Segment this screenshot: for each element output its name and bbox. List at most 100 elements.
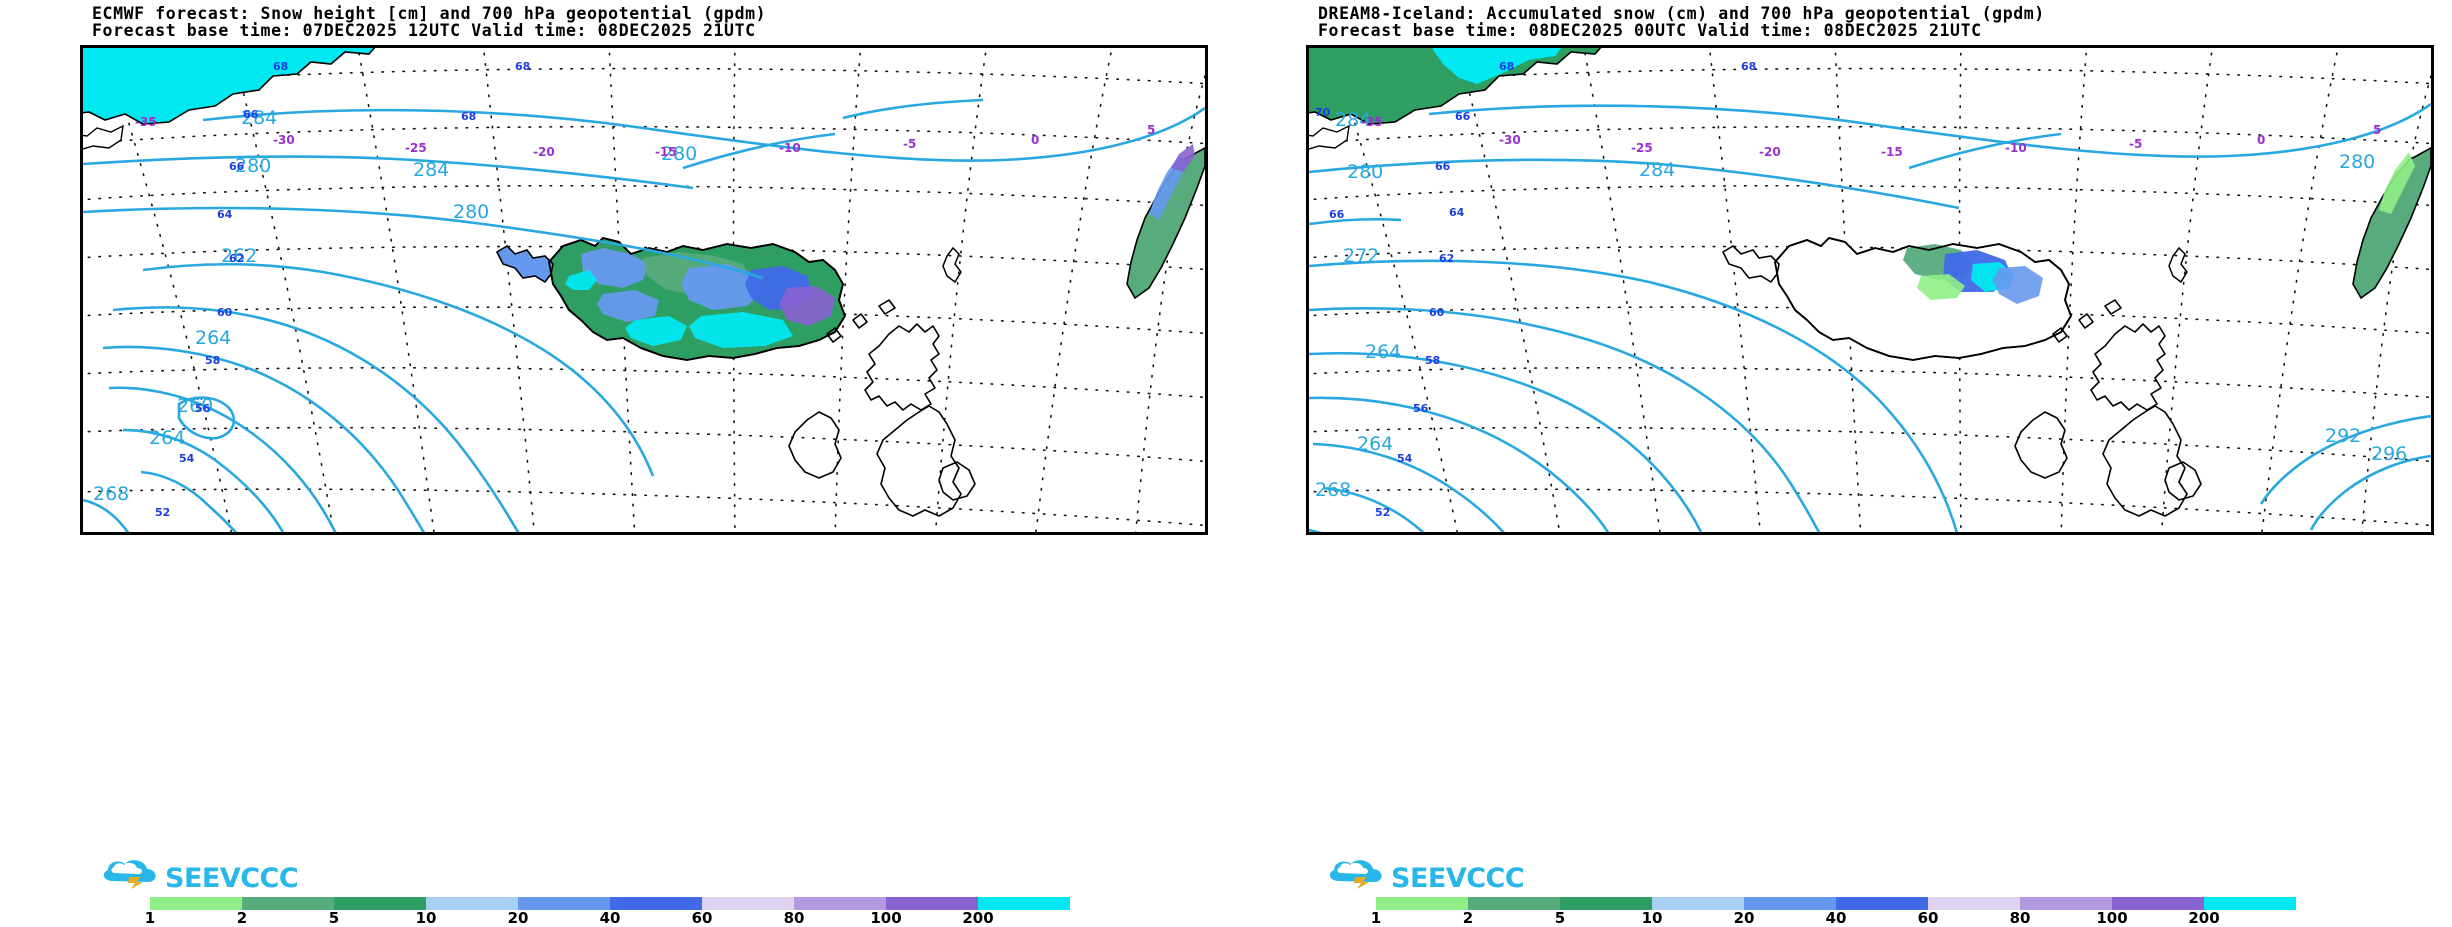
colorbar-segment — [794, 897, 886, 910]
svg-text:52: 52 — [155, 506, 170, 519]
svg-text:280: 280 — [453, 201, 489, 223]
svg-text:5: 5 — [1147, 123, 1155, 137]
svg-text:280: 280 — [1347, 161, 1383, 183]
longitude-labels: -35 -30 -25 -20 -15 -10 -5 0 5 — [1361, 115, 2381, 159]
colorbar-left: 1 2 5 10 20 40 60 80 100 200 — [145, 897, 1070, 927]
svg-text:-35: -35 — [1361, 115, 1383, 129]
svg-text:-20: -20 — [1759, 145, 1781, 159]
svg-text:54: 54 — [179, 452, 195, 465]
svg-text:60: 60 — [1429, 306, 1445, 319]
colorbar-tick: 200 — [2188, 909, 2220, 927]
svg-text:284: 284 — [1335, 109, 1371, 131]
seevccc-logo-text: SEEVCCC — [165, 863, 298, 894]
panel-titles-dream8: DREAM8-Iceland: Accumulated snow (cm) an… — [1318, 5, 2438, 39]
colorbar-tick: 10 — [415, 909, 437, 927]
svg-text:264: 264 — [1365, 341, 1401, 363]
seevccc-logo-graphic: SEEVCCC — [103, 860, 299, 894]
svg-text:264: 264 — [195, 327, 231, 349]
colorbar-segment — [2112, 897, 2204, 910]
svg-text:68: 68 — [461, 110, 476, 123]
contour-labels: 284 284 280 280 280 264 260 264 268 262 … — [93, 107, 697, 505]
colorbar-tick: 5 — [1554, 909, 1566, 927]
svg-text:284: 284 — [1639, 159, 1675, 181]
svg-text:56: 56 — [195, 402, 211, 415]
map-graphic-ecmwf: 284 284 280 280 280 264 260 264 268 262 … — [83, 48, 1205, 532]
colorbar-tick: 100 — [870, 909, 902, 927]
colorbar-tick: 100 — [2096, 909, 2128, 927]
svg-text:62: 62 — [229, 252, 244, 265]
svg-text:280: 280 — [2339, 151, 2375, 173]
svg-text:-25: -25 — [405, 141, 427, 155]
svg-text:296: 296 — [2371, 443, 2407, 465]
svg-text:70: 70 — [1315, 106, 1331, 119]
svg-text:52: 52 — [1375, 506, 1390, 519]
svg-text:54: 54 — [1397, 452, 1413, 465]
cloud-icon — [1329, 860, 1382, 889]
colorbar-segment — [2204, 897, 2296, 910]
map-frame-dream8[interactable]: 284 284 280 280 272 264 264 268 272 292 … — [1306, 45, 2434, 535]
svg-text:268: 268 — [93, 483, 129, 505]
coast-greenland — [83, 48, 376, 150]
colorbar-tick: 2 — [236, 909, 248, 927]
colorbar-segment — [1652, 897, 1744, 910]
geopotential-contours — [1309, 102, 2431, 532]
svg-text:66: 66 — [1455, 110, 1471, 123]
svg-text:268: 268 — [1315, 479, 1351, 501]
svg-text:0: 0 — [2257, 133, 2265, 147]
svg-text:-5: -5 — [2129, 137, 2142, 151]
colorbar-tick: 2 — [1462, 909, 1474, 927]
colorbar-ticks-left: 1 2 5 10 20 40 60 80 100 200 — [145, 909, 1070, 927]
panel-title-line1-dream8: DREAM8-Iceland: Accumulated snow (cm) an… — [1318, 4, 2045, 23]
seevccc-logo-graphic: SEEVCCC — [1329, 860, 1525, 894]
svg-text:-35: -35 — [135, 115, 157, 129]
colorbar-tick: 10 — [1641, 909, 1663, 927]
colorbar-tick: 40 — [599, 909, 621, 927]
colorbar-tick: 20 — [507, 909, 529, 927]
coast-british-isles — [2014, 299, 2202, 517]
svg-text:5: 5 — [2373, 123, 2381, 137]
svg-text:56: 56 — [1413, 402, 1429, 415]
panel-dream8: DREAM8-Iceland: Accumulated snow (cm) an… — [1226, 0, 2452, 927]
panel-title-line2-ecmwf: Forecast base time: 07DEC2025 12UTC Vali… — [92, 21, 756, 40]
colorbar-gradient-left — [150, 897, 1070, 910]
coast-greenland — [1309, 48, 1602, 150]
svg-text:262: 262 — [221, 245, 257, 267]
coast-faroe — [942, 246, 962, 284]
colorbar-segment — [978, 897, 1070, 910]
latitude-labels: 68 68 68 66 66 64 62 60 58 56 54 52 — [155, 60, 530, 519]
svg-text:68: 68 — [1741, 60, 1756, 73]
map-canvas-ecmwf: 284 284 280 280 280 264 260 264 268 262 … — [83, 48, 1205, 532]
svg-text:0: 0 — [1031, 133, 1039, 147]
svg-text:-15: -15 — [1881, 145, 1903, 159]
panel-ecmwf: ECMWF forecast: Snow height [cm] and 700… — [0, 0, 1226, 927]
svg-text:264: 264 — [1357, 433, 1393, 455]
colorbar-segment — [1376, 897, 1468, 910]
svg-text:-10: -10 — [2005, 141, 2027, 155]
coast-iceland — [495, 237, 846, 361]
colorbar-tick: 20 — [1733, 909, 1755, 927]
colorbar-segment — [702, 897, 794, 910]
svg-text:68: 68 — [273, 60, 288, 73]
panel-title-line1-ecmwf: ECMWF forecast: Snow height [cm] and 700… — [92, 4, 767, 23]
svg-text:292: 292 — [2325, 425, 2361, 447]
colorbar-segment — [518, 897, 610, 910]
colorbar-segment — [242, 897, 334, 910]
svg-text:-5: -5 — [903, 137, 916, 151]
coast-norway — [1126, 144, 1205, 300]
colorbar-tick: 1 — [144, 909, 156, 927]
panel-titles-ecmwf: ECMWF forecast: Snow height [cm] and 700… — [92, 5, 1212, 39]
colorbar-segment — [610, 897, 702, 910]
colorbar-segment — [1468, 897, 1560, 910]
map-frame-ecmwf[interactable]: 284 284 280 280 280 264 260 264 268 262 … — [80, 45, 1208, 535]
svg-text:-30: -30 — [273, 133, 295, 147]
colorbar-tick: 60 — [1917, 909, 1939, 927]
colorbar-segment — [1928, 897, 2020, 910]
seevccc-logo-text: SEEVCCC — [1391, 863, 1524, 894]
geopotential-contours — [83, 98, 1205, 532]
colorbar-tick: 80 — [2009, 909, 2031, 927]
colorbar-segment — [2020, 897, 2112, 910]
svg-text:260: 260 — [177, 395, 213, 417]
svg-text:66: 66 — [243, 108, 259, 121]
svg-text:60: 60 — [217, 306, 233, 319]
